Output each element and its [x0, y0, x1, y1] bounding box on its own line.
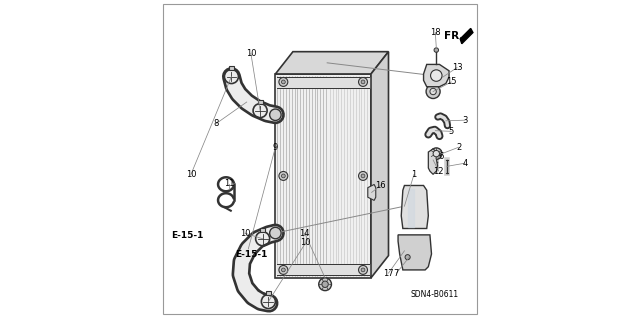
Text: 13: 13 — [452, 63, 462, 72]
Text: 18: 18 — [430, 28, 441, 37]
Text: 10: 10 — [300, 238, 311, 247]
Text: 2: 2 — [456, 143, 461, 152]
Circle shape — [279, 77, 288, 86]
Bar — [260, 228, 265, 232]
Circle shape — [279, 266, 288, 274]
Text: E-15-1: E-15-1 — [172, 231, 204, 240]
Bar — [229, 66, 234, 69]
Circle shape — [319, 278, 332, 291]
Polygon shape — [398, 235, 431, 270]
Circle shape — [431, 70, 442, 81]
Circle shape — [361, 268, 365, 272]
Polygon shape — [275, 52, 388, 74]
Text: 10: 10 — [246, 49, 256, 58]
Bar — [266, 291, 271, 294]
Circle shape — [269, 227, 281, 239]
Text: 9: 9 — [273, 143, 278, 152]
Circle shape — [322, 281, 328, 287]
Text: 6: 6 — [438, 152, 444, 161]
Circle shape — [282, 268, 285, 272]
Circle shape — [279, 172, 288, 180]
Text: 11: 11 — [224, 180, 234, 188]
Text: FR.: FR. — [444, 31, 463, 41]
Polygon shape — [401, 186, 428, 228]
Circle shape — [282, 80, 285, 84]
Circle shape — [358, 77, 367, 86]
Text: 8: 8 — [214, 119, 219, 128]
Circle shape — [361, 174, 365, 178]
Circle shape — [358, 266, 367, 274]
Polygon shape — [424, 64, 449, 87]
Text: 3: 3 — [462, 116, 468, 125]
Text: E-15-1: E-15-1 — [236, 250, 268, 259]
Circle shape — [361, 80, 365, 84]
Circle shape — [430, 88, 436, 95]
Circle shape — [434, 48, 438, 52]
Text: 4: 4 — [462, 159, 468, 168]
Text: 16: 16 — [375, 181, 386, 190]
Text: 10: 10 — [186, 170, 196, 179]
Polygon shape — [371, 52, 388, 278]
Text: 7: 7 — [394, 268, 399, 278]
Polygon shape — [460, 28, 473, 44]
Text: 5: 5 — [449, 127, 454, 136]
Circle shape — [358, 172, 367, 180]
Circle shape — [282, 174, 285, 178]
Circle shape — [433, 150, 440, 157]
Text: 1: 1 — [412, 170, 417, 179]
Circle shape — [405, 255, 410, 260]
Circle shape — [431, 148, 442, 159]
Circle shape — [426, 84, 440, 99]
Circle shape — [269, 109, 281, 121]
Text: 17: 17 — [383, 268, 394, 278]
Bar — [257, 100, 262, 104]
Text: 12: 12 — [433, 167, 444, 176]
Text: 14: 14 — [300, 229, 310, 238]
Polygon shape — [368, 184, 376, 200]
Text: SDN4-B0611: SDN4-B0611 — [411, 290, 459, 299]
Text: 15: 15 — [446, 77, 456, 86]
Text: 10: 10 — [240, 229, 250, 238]
Polygon shape — [428, 149, 438, 174]
Polygon shape — [275, 74, 371, 278]
